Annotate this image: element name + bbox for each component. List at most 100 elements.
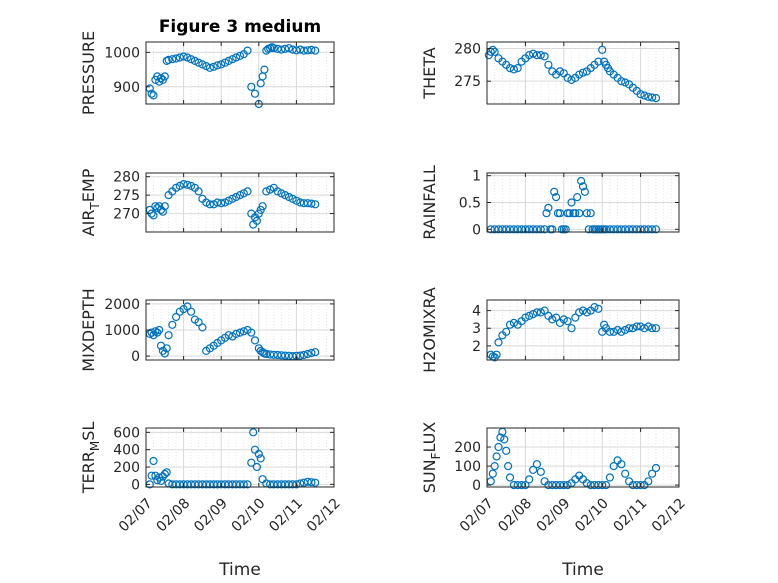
y-axis-label: MIXDEPTH [79,288,98,371]
data-point [149,211,158,220]
data-point [235,328,245,337]
subplot-air_temp: 270 275 280 AIRTEMP [79,168,335,236]
y-axis-label: TERRMSL [79,422,102,495]
data-point [636,481,645,490]
data-point [590,303,599,312]
data-point [582,308,591,317]
data-point [235,51,245,60]
data-point [586,209,595,218]
data-point [243,480,252,489]
subplot-theta: 275 280 THETA [420,41,680,105]
y-tick-label: 0 [472,478,481,494]
data-point [250,89,260,98]
data-point [224,196,233,205]
data-point [307,478,316,487]
data-point [598,45,607,54]
data-point [179,180,188,189]
data-point [151,327,160,336]
figure-title: Figure 3 medium [159,17,321,37]
data-point [605,473,615,482]
y-axis-label: AIRTEMP [79,168,102,236]
data-point [292,196,301,205]
data-point [311,46,320,55]
data-point [492,350,501,359]
data-point [536,50,545,60]
data-point [647,469,657,478]
plot-area [146,428,334,487]
y-tick-label: 270 [113,207,140,223]
y-tick-label: 280 [113,170,140,186]
data-point [628,481,638,490]
data-point [555,67,565,76]
x-tick-label: 02/10 [572,495,612,535]
x-tick-label: 02/09 [191,495,231,535]
data-point [590,481,599,490]
y-axis-label: THETA [420,47,439,99]
data-point [187,55,196,64]
data-point [575,70,584,79]
data-point [155,325,164,335]
data-point [288,45,297,54]
data-point [578,306,588,315]
y-tick-label: 0 [472,222,481,238]
data-point [525,475,534,484]
data-point [224,331,233,340]
y-tick-label: 200 [454,440,481,456]
data-point [162,344,171,353]
data-point [571,313,580,322]
data-point [160,469,169,479]
data-point [636,225,645,234]
data-point [175,181,184,190]
data-point [582,209,591,218]
data-point [573,193,582,202]
data-point [563,73,572,83]
data-point [621,225,630,234]
data-point [256,454,265,463]
data-point [609,462,618,471]
data-point [617,225,626,234]
data-point [513,225,522,234]
data-point [494,442,503,452]
data-point [307,199,316,208]
data-point [651,225,661,234]
data-point [262,187,271,196]
subplot-h2omixra: 2 34 H2OMIXRA [420,287,680,373]
axes-box [486,41,680,105]
data-point [544,203,553,212]
data-point [540,52,549,61]
data-point [528,225,538,234]
data-point [605,327,615,336]
data-point [254,449,263,459]
data-point [651,93,661,103]
data-point [247,458,256,467]
data-point [576,176,586,186]
data-point [644,477,653,486]
data-point [528,49,538,58]
data-point [243,46,252,55]
data-point [636,322,645,331]
data-point [492,452,501,461]
data-point [525,50,534,60]
data-point [548,315,557,324]
data-point [536,308,545,317]
data-point [521,225,530,234]
data-point [498,225,507,234]
axes-box [486,299,680,361]
data-point [194,187,203,196]
data-point [644,92,653,101]
subplot-rainfall: 0 0.5 1 RAINFALL [420,165,680,240]
data-point [609,327,618,336]
data-point [158,207,167,216]
data-point [544,481,553,490]
data-point [509,318,519,327]
data-point [571,209,580,218]
data-point [217,60,226,69]
data-point [550,187,559,196]
data-point [651,324,661,333]
data-point [164,331,173,340]
data-point [224,56,233,66]
data-point [513,63,522,73]
data-point [183,180,192,189]
